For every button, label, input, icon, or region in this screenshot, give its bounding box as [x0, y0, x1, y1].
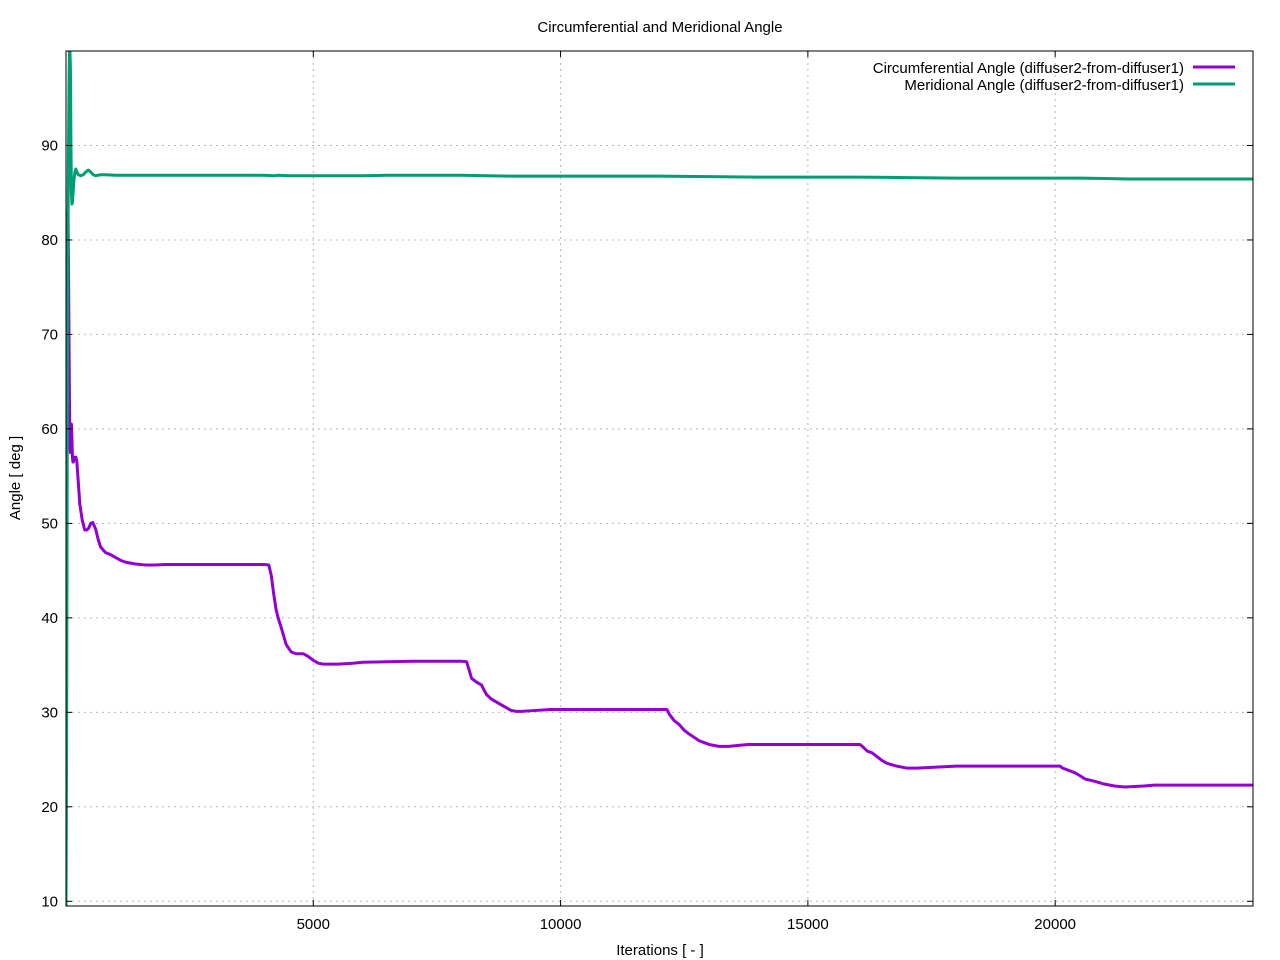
y-tick-label: 80 [41, 232, 58, 249]
y-tick-label: 50 [41, 515, 58, 532]
legend-label-meridional: Meridional Angle (diffuser2-from-diffuse… [904, 77, 1184, 94]
legend: Circumferential Angle (diffuser2-from-di… [873, 60, 1235, 94]
chart-title: Circumferential and Meridional Angle [537, 19, 782, 36]
y-tick-label: 90 [41, 137, 58, 154]
grid-lines [66, 51, 1253, 906]
y-tick-label: 60 [41, 421, 58, 438]
legend-label-circumferential: Circumferential Angle (diffuser2-from-di… [873, 60, 1184, 77]
y-axis-label: Angle [ deg ] [7, 436, 24, 520]
x-tick-label: 5000 [297, 916, 330, 933]
x-tick-label: 10000 [540, 916, 582, 933]
series-line-circumferential [66, 210, 1253, 789]
y-tick-label: 20 [41, 799, 58, 816]
axis-ticks: 5000 10000 15000 20000 10 20 30 40 50 60 70 80 90 [41, 51, 1253, 933]
x-tick-label: 15000 [787, 916, 829, 933]
series-line-meridional [66, 51, 1253, 906]
y-tick-label: 10 [41, 893, 58, 910]
y-tick-label: 70 [41, 326, 58, 343]
x-tick-label: 20000 [1034, 916, 1076, 933]
plot-frame [65, 50, 1254, 907]
y-tick-label: 30 [41, 704, 58, 721]
plot-area [66, 51, 1253, 906]
x-axis-label: Iterations [ - ] [616, 942, 704, 959]
y-tick-label: 40 [41, 610, 58, 627]
